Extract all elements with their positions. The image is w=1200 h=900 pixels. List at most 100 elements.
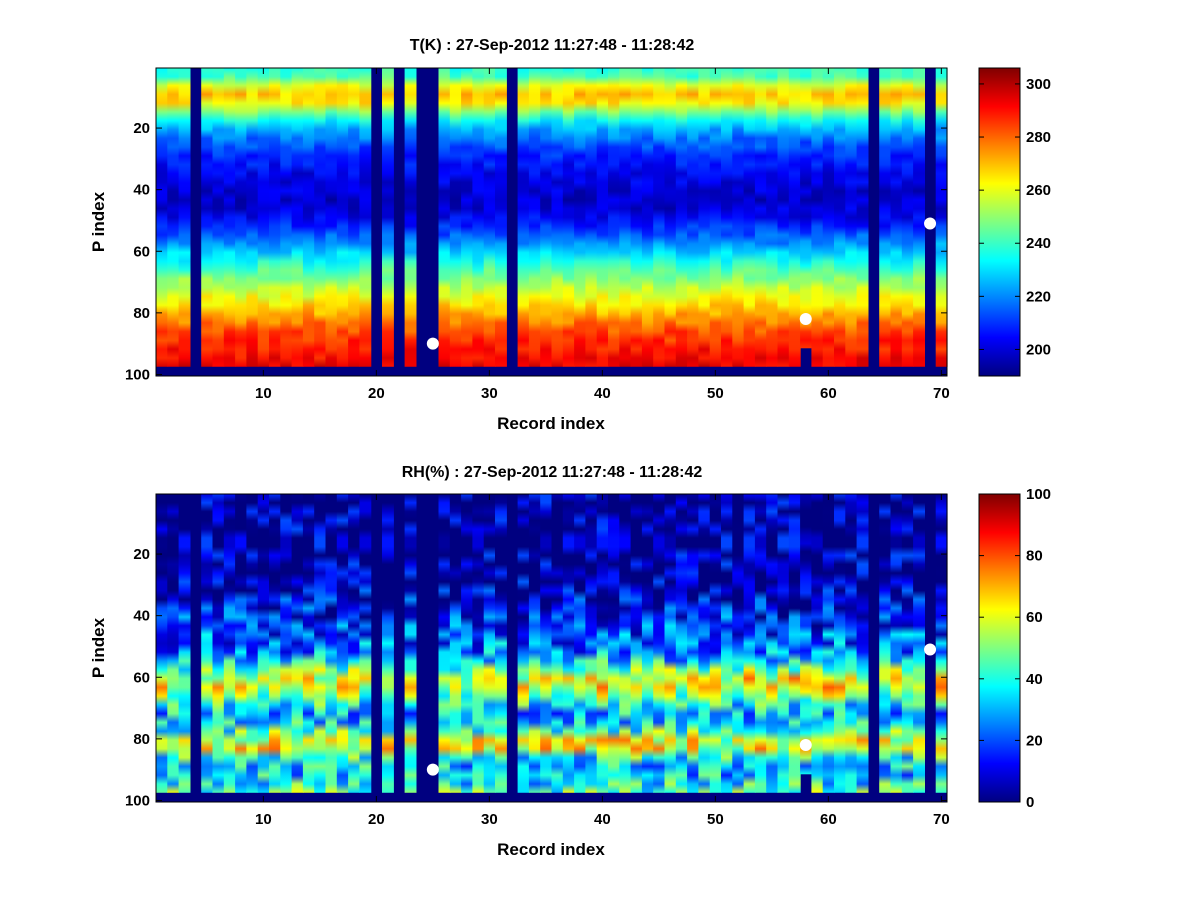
temperature-heatmap-column-53 xyxy=(743,68,756,367)
humidity-markers xyxy=(426,643,937,776)
temperature-panel: T(K) : 27-Sep-2012 11:27:48 - 11:28:42 1… xyxy=(89,37,1051,433)
humidity-panel: RH(%) : 27-Sep-2012 11:27:48 - 11:28:42 … xyxy=(89,464,1051,859)
humidity-heatmap-column-34 xyxy=(528,494,541,793)
humidity-heatmap-column-61 xyxy=(834,494,846,793)
temperature-heatmap-column-11 xyxy=(269,68,281,367)
humidity-heatmap-column-51 xyxy=(721,494,733,793)
humidity-heatmap-column-66 xyxy=(890,494,903,793)
temperature-marker-2 xyxy=(799,313,812,326)
temperature-heatmap-column-59 xyxy=(811,68,824,367)
temperature-y-ticks: 20 40 60 80 100 xyxy=(125,120,947,383)
temperature-heatmap-column-54 xyxy=(754,68,767,367)
humidity-heatmap xyxy=(156,494,948,802)
temperature-colorbar-gradient xyxy=(979,68,1020,376)
humidity-heatmap-column-6 xyxy=(212,494,225,793)
temperature-colorbar-tick-label: 260 xyxy=(1026,182,1051,199)
humidity-x-tick-label: 10 xyxy=(255,811,272,828)
temperature-heatmap-column-41 xyxy=(608,68,620,367)
temperature-colorbar: 200 220 240 260 280 300 xyxy=(978,67,1051,377)
humidity-heatmap-column-40 xyxy=(596,494,609,793)
temperature-heatmap-column-50 xyxy=(709,68,722,367)
temperature-heatmap-column-13 xyxy=(291,68,304,367)
humidity-heatmap-column-14 xyxy=(302,494,315,793)
humidity-colorbar-tick-label: 100 xyxy=(1026,486,1051,503)
humidity-colorbar-tick-label: 80 xyxy=(1026,548,1043,565)
temperature-heatmap-column-56 xyxy=(777,68,790,367)
temperature-heatmap-column-70 xyxy=(935,68,948,367)
temperature-plot-area: 10 20 30 40 50 60 70 20 40 60 80 100 xyxy=(125,67,950,402)
temperature-heatmap-column-26 xyxy=(438,68,451,367)
temperature-marker-3 xyxy=(924,217,937,230)
temperature-colorbar-tick-label: 300 xyxy=(1026,76,1051,93)
temperature-heatmap xyxy=(156,68,948,376)
temperature-colorbar-tick-label: 220 xyxy=(1026,288,1051,305)
temperature-heatmap-column-34 xyxy=(528,68,541,367)
humidity-y-tick-label: 60 xyxy=(133,669,150,686)
humidity-heatmap-column-19 xyxy=(359,494,372,793)
temperature-markers xyxy=(426,217,937,350)
temperature-heatmap-column-10 xyxy=(257,68,270,367)
humidity-colorbar-tick-label: 60 xyxy=(1026,609,1043,626)
humidity-colorbar-box xyxy=(978,493,1021,803)
temperature-heatmap-column-47 xyxy=(675,68,688,367)
humidity-heatmap-column-59 xyxy=(811,494,824,793)
humidity-heatmap-column-68 xyxy=(913,494,925,793)
humidity-heatmap-column-21 xyxy=(382,494,394,793)
humidity-heatmap-column-49 xyxy=(698,494,711,793)
humidity-heatmap-column-39 xyxy=(585,494,598,793)
temperature-heatmap-column-45 xyxy=(653,68,666,367)
temperature-heatmap-column-67 xyxy=(901,68,914,367)
temperature-heatmap-column-12 xyxy=(280,68,293,367)
humidity-heatmap-column-46 xyxy=(664,494,677,793)
humidity-heatmap-column-62 xyxy=(845,494,858,793)
temperature-heatmap-column-46 xyxy=(664,68,677,367)
humidity-colorbar-fill xyxy=(979,494,1020,802)
humidity-y-tick-label: 100 xyxy=(125,792,150,809)
humidity-colorbar: 0 20 40 60 80 100 xyxy=(978,486,1051,811)
humidity-colorbar-tick-label: 0 xyxy=(1026,794,1034,811)
humidity-heatmap-column-18 xyxy=(348,494,360,793)
temperature-heatmap-column-43 xyxy=(630,68,643,367)
humidity-x-tick-label: 20 xyxy=(368,811,385,828)
humidity-title: RH(%) : 27-Sep-2012 11:27:48 - 11:28:42 xyxy=(402,464,703,481)
temperature-colorbar-box xyxy=(978,67,1021,377)
temperature-heatmap-column-17 xyxy=(336,68,349,367)
humidity-heatmap-column-63 xyxy=(856,494,869,793)
humidity-heatmap-column-54 xyxy=(754,494,767,793)
temperature-x-tick-label: 70 xyxy=(933,385,950,402)
humidity-heatmap-column-57 xyxy=(788,494,801,793)
humidity-heatmap-column-58 xyxy=(800,494,812,775)
temperature-heatmap-column-19 xyxy=(359,68,372,367)
temperature-heatmap-column-51 xyxy=(721,68,733,367)
temperature-heatmap-column-21 xyxy=(382,68,394,367)
temperature-heatmap-column-61 xyxy=(834,68,846,367)
temperature-heatmap-column-42 xyxy=(619,68,632,367)
temperature-heatmap-column-63 xyxy=(856,68,869,367)
humidity-heatmap-column-50 xyxy=(709,494,722,793)
temperature-heatmap-column-2 xyxy=(167,68,180,367)
humidity-heatmap-column-3 xyxy=(178,494,191,793)
humidity-heatmap-column-43 xyxy=(630,494,643,793)
humidity-x-tick-label: 50 xyxy=(707,811,724,828)
humidity-plot-area: 10 20 30 40 50 60 70 20 40 60 80 100 xyxy=(125,493,950,828)
humidity-marker-2 xyxy=(799,739,812,752)
temperature-heatmap-column-44 xyxy=(641,68,654,367)
humidity-heatmap-column-7 xyxy=(223,494,236,793)
temperature-heatmap-column-8 xyxy=(235,68,247,367)
temperature-colorbar-ticks: 200 220 240 260 280 300 xyxy=(979,76,1051,358)
humidity-heatmap-column-2 xyxy=(167,494,180,793)
humidity-heatmap-column-30 xyxy=(483,494,496,793)
temperature-heatmap-column-40 xyxy=(596,68,609,367)
humidity-marker-3 xyxy=(924,643,937,656)
humidity-heatmap-column-53 xyxy=(743,494,756,793)
humidity-y-tick-label: 20 xyxy=(133,546,150,563)
humidity-heatmap-column-33 xyxy=(517,494,530,793)
temperature-heatmap-column-38 xyxy=(574,68,586,367)
temperature-colorbar-tick-label: 280 xyxy=(1026,129,1051,146)
humidity-heatmap-column-60 xyxy=(822,494,835,793)
temperature-heatmap-column-23 xyxy=(404,68,417,367)
humidity-x-ticks: 10 20 30 40 50 60 70 xyxy=(255,494,950,828)
temperature-x-tick-label: 40 xyxy=(594,385,611,402)
humidity-x-tick-label: 60 xyxy=(820,811,837,828)
